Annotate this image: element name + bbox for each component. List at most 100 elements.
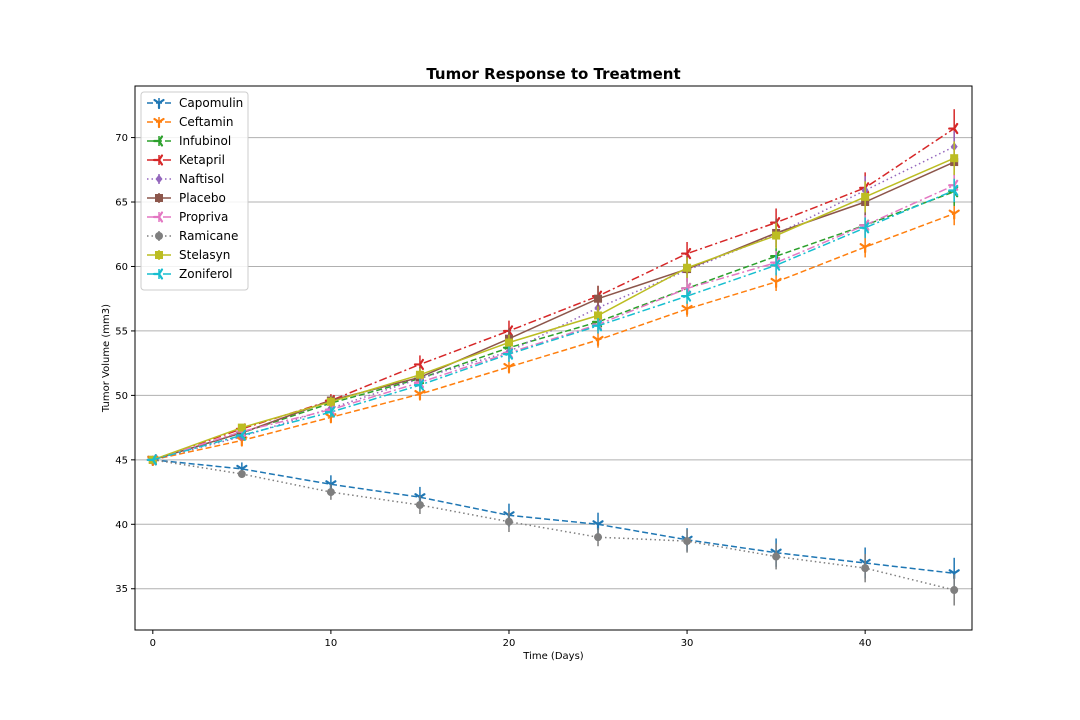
legend-marker-capomulin	[153, 98, 165, 110]
data-point-zoniferol-9	[948, 184, 959, 197]
data-point-ceftamin-8	[859, 243, 871, 254]
y-tick-label-4: 55	[115, 326, 128, 337]
data-point-ketapril-3	[413, 358, 425, 371]
chart-title: Tumor Response to Treatment	[426, 65, 680, 83]
legend-label-zoniferol: Zoniferol	[179, 267, 232, 281]
series-layer	[146, 109, 960, 606]
grid-lines	[135, 137, 972, 590]
x-tick-label-1: 10	[325, 638, 338, 649]
data-point-stelasyn-5	[594, 311, 603, 320]
data-point-zoniferol-4	[502, 348, 514, 360]
legend-item-stelasyn: Stelasyn	[147, 248, 230, 262]
y-tick-label-3: 50	[115, 391, 128, 402]
legend-marker-infubinol	[152, 135, 164, 147]
y-tick-label-1: 40	[115, 520, 128, 531]
legend-marker-zoniferol	[152, 268, 164, 280]
data-point-zoniferol-3	[413, 379, 425, 391]
x-tick-label-2: 20	[503, 638, 516, 649]
data-point-zoniferol-1	[235, 429, 246, 441]
x-tick-label-3: 30	[681, 638, 694, 649]
data-point-zoniferol-6	[680, 290, 692, 302]
data-point-ramicane-8	[861, 564, 870, 573]
legend-item-ramicane: Ramicane	[147, 229, 238, 243]
series-line-ramicane	[152, 459, 955, 591]
legend-item-naftisol: Naftisol	[147, 172, 224, 186]
data-point-ceftamin-6	[681, 304, 693, 316]
legend-item-ceftamin: Ceftamin	[147, 115, 233, 129]
data-point-ramicane-2	[326, 488, 335, 497]
data-point-ceftamin-9	[948, 209, 960, 220]
legend-label-ramicane: Ramicane	[179, 229, 238, 243]
legend-label-capomulin: Capomulin	[179, 96, 243, 110]
data-point-ceftamin-7	[770, 277, 782, 289]
legend-item-infubinol: Infubinol	[147, 134, 231, 148]
legend-marker-stelasyn	[155, 251, 163, 259]
x-axis-label: Time (Days)	[522, 651, 584, 662]
legend-marker-ketapril	[152, 154, 164, 166]
legend-marker-naftisol	[155, 174, 163, 184]
legend-marker-ramicane	[155, 232, 163, 240]
data-point-ramicane-6	[683, 537, 692, 546]
data-point-ceftamin-4	[503, 362, 515, 374]
legend-label-ketapril: Ketapril	[179, 153, 225, 167]
data-point-stelasyn-4	[504, 338, 513, 347]
legend-item-capomulin: Capomulin	[147, 96, 243, 110]
legend-item-propriva: Propriva	[147, 210, 228, 224]
y-tick-label-5: 60	[115, 262, 128, 273]
y-tick-label-6: 65	[115, 198, 128, 209]
data-point-stelasyn-2	[326, 397, 335, 406]
x-tick-label-4: 40	[859, 638, 872, 649]
series-line-zoniferol	[152, 189, 955, 461]
series-line-ketapril	[152, 127, 955, 461]
legend-item-zoniferol: Zoniferol	[147, 267, 232, 281]
data-point-ketapril-9	[948, 122, 959, 135]
data-point-ramicane-9	[950, 586, 959, 595]
series-line-capomulin	[152, 459, 955, 575]
data-point-stelasyn-3	[415, 370, 424, 379]
legend-item-placebo: Placebo	[147, 191, 226, 205]
plot-frame	[134, 85, 973, 631]
y-tick-label-7: 70	[115, 133, 128, 144]
legend-label-infubinol: Infubinol	[179, 134, 231, 148]
series-zoniferol	[146, 178, 959, 466]
data-point-placebo-5	[594, 294, 603, 303]
legend-item-ketapril: Ketapril	[147, 153, 225, 167]
legend: Capomulin Ceftamin Infubinol Ketapril Naftis…	[140, 91, 249, 291]
series-line-stelasyn	[152, 157, 955, 461]
legend-label-propriva: Propriva	[179, 210, 228, 224]
series-line-ceftamin	[152, 212, 955, 461]
legend-marker-ceftamin	[153, 117, 165, 129]
legend-label-ceftamin: Ceftamin	[179, 115, 233, 129]
legend-marker-placebo	[155, 194, 163, 202]
data-point-ramicane-7	[772, 552, 781, 561]
series-ramicane	[148, 455, 959, 606]
data-point-ramicane-4	[504, 517, 513, 526]
y-tick-label-0: 35	[115, 584, 128, 595]
legend-marker-propriva	[152, 211, 164, 223]
y-axis-label: Tumor Volume (mm3)	[101, 304, 112, 413]
data-point-stelasyn-9	[950, 154, 959, 163]
data-point-zoniferol-5	[591, 320, 603, 332]
legend-label-placebo: Placebo	[179, 191, 226, 205]
legend-label-naftisol: Naftisol	[179, 172, 224, 186]
series-line-propriva	[152, 184, 955, 461]
data-point-stelasyn-1	[237, 423, 246, 432]
y-tick-label-2: 45	[115, 455, 128, 466]
axis-ticks: 35 40 45 50 55 60 65 70 0 10 20 30 40	[115, 133, 871, 649]
data-point-stelasyn-7	[772, 231, 781, 240]
data-point-ceftamin-3	[414, 389, 426, 401]
x-tick-label-0: 0	[150, 638, 156, 649]
series-line-placebo	[152, 161, 955, 461]
data-point-zoniferol-7	[770, 259, 781, 271]
data-point-ramicane-1	[237, 470, 246, 479]
data-point-stelasyn-8	[861, 192, 870, 201]
legend-label-stelasyn: Stelasyn	[179, 248, 230, 262]
data-point-zoniferol-0	[146, 454, 157, 466]
series-line-infubinol	[152, 190, 955, 461]
data-point-ketapril-6	[680, 247, 692, 260]
data-point-ramicane-5	[594, 533, 603, 542]
data-point-ramicane-3	[415, 500, 424, 509]
data-point-zoniferol-8	[859, 222, 870, 234]
data-point-ceftamin-5	[592, 335, 604, 347]
